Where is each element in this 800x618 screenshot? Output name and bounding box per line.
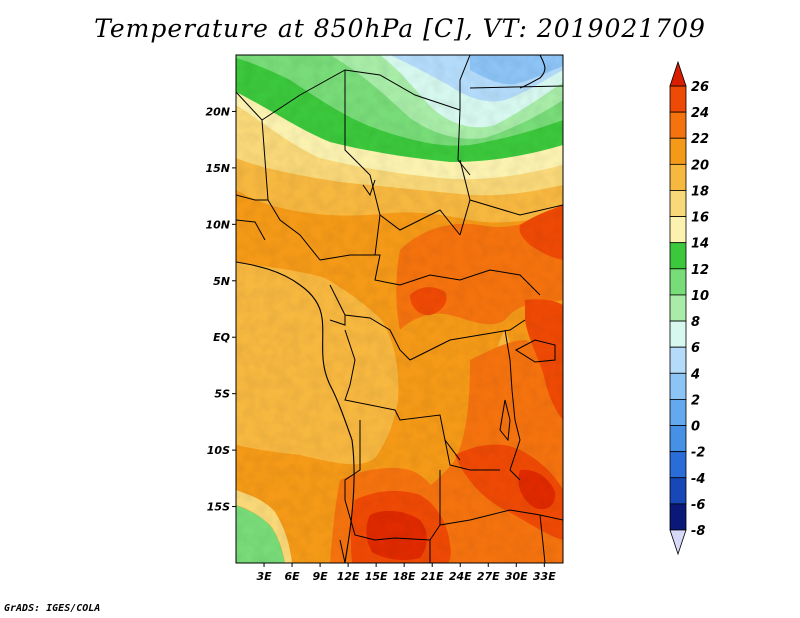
colorbar-swatch bbox=[669, 85, 687, 113]
lat-label: EQ bbox=[213, 331, 230, 344]
lat-label: 20N bbox=[205, 105, 230, 118]
colorbar-swatch bbox=[669, 294, 687, 322]
grads-credit: GrADS: IGES/COLA bbox=[4, 603, 101, 614]
lat-label: 10N bbox=[205, 218, 230, 231]
lat-label: 5N bbox=[213, 275, 230, 288]
colorbar-swatch bbox=[669, 268, 687, 296]
colorbar-label: 20 bbox=[691, 158, 709, 173]
lon-label: 12E bbox=[337, 570, 360, 583]
lon-label: 9E bbox=[312, 570, 328, 583]
colorbar-swatch bbox=[669, 242, 687, 270]
axis-ticks bbox=[232, 110, 545, 567]
lon-label: 21E bbox=[421, 570, 444, 583]
colorbar-label: 26 bbox=[691, 80, 709, 95]
colorbar-label: 12 bbox=[691, 263, 709, 278]
colorbar-label: 2 bbox=[691, 393, 700, 408]
colorbar-swatch bbox=[669, 451, 687, 479]
colorbar-label: -6 bbox=[691, 498, 705, 513]
lat-label: 5S bbox=[214, 388, 230, 401]
colorbar-label: 8 bbox=[691, 315, 700, 330]
lon-label: 33E bbox=[533, 570, 556, 583]
colorbar-swatch bbox=[669, 346, 687, 374]
colorbar-over-triangle bbox=[669, 60, 687, 87]
colorbar-label: 18 bbox=[691, 184, 709, 199]
colorbar-label: -2 bbox=[691, 446, 705, 461]
colorbar-swatch bbox=[669, 372, 687, 400]
lon-label: 6E bbox=[284, 570, 300, 583]
colorbar-label: 0 bbox=[691, 420, 700, 435]
colorbar-swatch bbox=[669, 137, 687, 165]
colorbar-label: -8 bbox=[691, 524, 705, 539]
lon-label: 3E bbox=[256, 570, 272, 583]
colorbar-label: -4 bbox=[691, 472, 705, 487]
country-borders bbox=[236, 55, 563, 563]
colorbar-swatch bbox=[669, 425, 687, 453]
colorbar-swatch bbox=[669, 216, 687, 244]
colorbar-swatch bbox=[669, 477, 687, 505]
colorbar-label: 6 bbox=[691, 341, 700, 356]
colorbar-label: 16 bbox=[691, 211, 709, 226]
coastline bbox=[236, 55, 546, 563]
latitude-labels: 20N 15N 10N 5N EQ 5S 10S 15S bbox=[205, 105, 230, 513]
colorbar-swatch bbox=[669, 503, 687, 531]
colorbar-swatch bbox=[669, 399, 687, 426]
colorbar-label: 14 bbox=[691, 237, 709, 252]
colorbar-label: 22 bbox=[691, 132, 709, 147]
colorbar-under-triangle bbox=[669, 529, 687, 556]
lon-label: 27E bbox=[477, 570, 500, 583]
colorbar-label: 24 bbox=[691, 106, 709, 121]
lat-label: 15N bbox=[205, 162, 230, 175]
colorbar-label: 10 bbox=[691, 289, 709, 304]
colorbar-swatch bbox=[669, 190, 687, 217]
temperature-field bbox=[236, 55, 563, 563]
colorbar-swatch bbox=[669, 111, 687, 139]
colorbar-swatch bbox=[669, 163, 687, 191]
chart-title: Temperature at 850hPa [C], VT: 201902170… bbox=[94, 14, 706, 43]
colorbar-label: 4 bbox=[690, 367, 700, 382]
lon-label: 24E bbox=[449, 570, 472, 583]
colorbar-swatch bbox=[669, 320, 687, 348]
lon-label: 18E bbox=[393, 570, 416, 583]
longitude-labels: 3E 6E 9E 12E 15E 18E 21E 24E 27E 30E 33E bbox=[256, 570, 556, 583]
map-frame bbox=[235, 54, 564, 564]
lat-label: 15S bbox=[207, 501, 230, 514]
lon-label: 15E bbox=[365, 570, 388, 583]
lon-label: 30E bbox=[505, 570, 528, 583]
lat-label: 10S bbox=[207, 444, 230, 457]
